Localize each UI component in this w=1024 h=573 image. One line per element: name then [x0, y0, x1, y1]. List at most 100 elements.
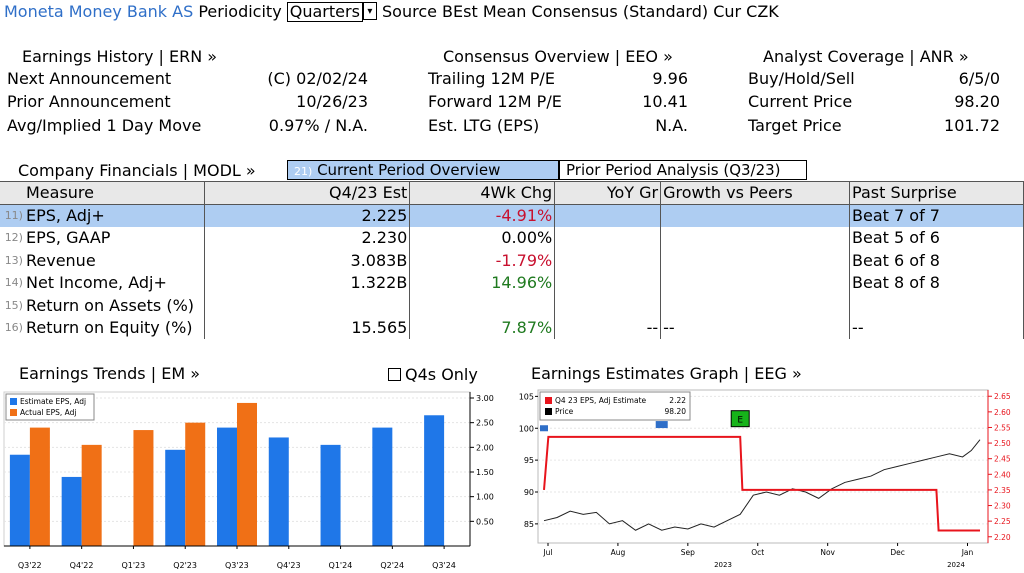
cell-est[interactable]: 3.083B [204, 249, 411, 272]
cell-est[interactable] [204, 294, 411, 317]
cell-yoy[interactable] [554, 271, 662, 294]
legend-label: Price [555, 407, 574, 416]
earnings-trends-title[interactable]: Earnings Trends | EM » [19, 364, 200, 383]
legend-swatch [545, 408, 552, 415]
bar-estimate-eps-adj [217, 427, 237, 546]
cell-chg[interactable]: 14.96% [409, 271, 556, 294]
y-tick-label: 2.00 [476, 443, 494, 452]
next-announcement-label: Next Announcement [7, 69, 172, 88]
cell-surprise[interactable]: Beat 8 of 8 [849, 271, 1024, 294]
right-tick-label: 2.60 [994, 408, 1011, 417]
right-tick-label: 2.45 [994, 455, 1011, 464]
q4s-only-label: Q4s Only [405, 365, 478, 384]
avg-move-label: Avg/Implied 1 Day Move [7, 116, 202, 135]
legend-label: Estimate EPS, Adj [20, 397, 86, 406]
cell-est[interactable]: 1.322B [204, 271, 411, 294]
legend-value: 2.22 [669, 396, 686, 405]
y-tick-label: 1.50 [476, 468, 494, 477]
cell-measure[interactable]: Revenue [23, 249, 206, 272]
consensus-overview-title[interactable]: Consensus Overview | EEO » [443, 47, 673, 66]
x-tick-label: Nov [820, 548, 835, 557]
cell-chg[interactable]: -4.91% [409, 204, 556, 227]
cell-measure[interactable]: EPS, Adj+ [23, 204, 206, 227]
cell-measure[interactable]: Return on Equity (%) [23, 316, 206, 339]
left-tick-label: 90 [524, 488, 534, 497]
chevron-down-icon[interactable]: ▾ [362, 2, 377, 20]
cell-yoy[interactable] [554, 294, 662, 317]
buy-hold-sell-value: 6/5/0 [958, 69, 1000, 88]
cell-est[interactable]: 15.565 [204, 316, 411, 339]
cell-peers[interactable] [660, 249, 851, 272]
q4s-only-toggle[interactable]: Q4s Only [388, 365, 478, 384]
table-row[interactable]: 12) EPS, GAAP 2.230 0.00% Beat 5 of 6 [0, 226, 1024, 249]
table-row[interactable]: 16) Return on Equity (%) 15.565 7.87% --… [0, 316, 1024, 339]
left-tick-label: 95 [524, 456, 534, 465]
x-tick-label: Oct [751, 548, 764, 557]
col-header-chg[interactable]: 4Wk Chg [409, 181, 556, 205]
current-price-label: Current Price [748, 92, 853, 111]
x-tick-label: Q4'23 [277, 561, 301, 570]
estimate-marker-label: E [737, 416, 743, 426]
cell-measure[interactable]: EPS, GAAP [23, 226, 206, 249]
periodicity-dropdown[interactable]: Quarters [286, 2, 363, 22]
target-price-label: Target Price [748, 116, 842, 135]
checkbox[interactable] [388, 368, 401, 381]
cell-surprise[interactable] [849, 294, 1024, 317]
bar-estimate-eps-adj [165, 449, 186, 546]
cell-est[interactable]: 2.230 [204, 226, 411, 249]
table-row[interactable]: 13) Revenue 3.083B -1.79% Beat 6 of 8 [0, 249, 1024, 272]
legend-swatch [545, 397, 552, 404]
earnings-history-title[interactable]: Earnings History | ERN » [22, 47, 218, 66]
cell-peers[interactable] [660, 226, 851, 249]
x-tick-label: Jul [542, 548, 552, 557]
cell-peers[interactable] [660, 271, 851, 294]
col-header-peers[interactable]: Growth vs Peers [660, 181, 851, 205]
table-row[interactable]: 11) EPS, Adj+ 2.225 -4.91% Beat 7 of 7 [0, 204, 1024, 227]
year-label: 2024 [947, 561, 965, 569]
col-header-yoy[interactable]: YoY Gr [554, 181, 662, 205]
trailing-pe-label: Trailing 12M P/E [428, 69, 555, 88]
earnings-trends-chart: 0.50 1.00 1.50 2.00 2.50 3.00 Q3'22 Q4'22 Q1'23 Q… [3, 391, 494, 570]
x-tick-label: Aug [611, 548, 626, 557]
right-tick-label: 2.50 [994, 439, 1011, 448]
cell-yoy[interactable] [554, 249, 662, 272]
right-tick-label: 2.25 [994, 517, 1011, 526]
cell-peers[interactable]: -- [660, 316, 851, 339]
company-financials-title[interactable]: Company Financials | MODL » [18, 161, 256, 180]
cell-yoy[interactable] [554, 226, 662, 249]
y-tick-label: 2.50 [476, 419, 494, 428]
table-row[interactable]: 15) Return on Assets (%) [0, 294, 1024, 317]
right-tick-label: 2.30 [994, 502, 1011, 511]
cell-peers[interactable] [660, 294, 851, 317]
cell-measure[interactable]: Net Income, Adj+ [23, 271, 206, 294]
legend-value: 98.20 [665, 407, 687, 416]
table-header-idx [0, 181, 24, 205]
cell-surprise[interactable]: Beat 6 of 8 [849, 249, 1024, 272]
col-header-est[interactable]: Q4/23 Est [204, 181, 411, 205]
cell-surprise[interactable]: Beat 5 of 6 [849, 226, 1024, 249]
row-index: 11) [0, 204, 24, 227]
cell-chg[interactable] [409, 294, 556, 317]
table-row[interactable]: 14) Net Income, Adj+ 1.322B 14.96% Beat … [0, 271, 1024, 294]
cell-est[interactable]: 2.225 [204, 204, 411, 227]
cell-chg[interactable]: 7.87% [409, 316, 556, 339]
x-tick-label: Dec [890, 548, 905, 557]
analyst-coverage-title[interactable]: Analyst Coverage | ANR » [763, 47, 969, 66]
cell-measure[interactable]: Return on Assets (%) [23, 294, 206, 317]
bar-actual-eps-adj [185, 422, 206, 546]
cell-yoy[interactable]: -- [554, 316, 662, 339]
cell-surprise[interactable]: -- [849, 316, 1024, 339]
legend-label: Actual EPS, Adj [20, 408, 77, 417]
col-header-measure[interactable]: Measure [23, 181, 206, 205]
tab-prior-period[interactable]: Prior Period Analysis (Q3/23) [559, 160, 807, 180]
cell-chg[interactable]: -1.79% [409, 249, 556, 272]
cell-yoy[interactable] [554, 204, 662, 227]
cell-chg[interactable]: 0.00% [409, 226, 556, 249]
cell-surprise[interactable]: Beat 7 of 7 [849, 204, 1024, 227]
cell-peers[interactable] [660, 204, 851, 227]
company-name[interactable]: Moneta Money Bank AS [4, 2, 194, 21]
col-header-surprise[interactable]: Past Surprise [849, 181, 1024, 205]
tab-current-period[interactable]: 21) Current Period Overview (Q4/23) [287, 160, 559, 199]
earnings-estimates-graph-title[interactable]: Earnings Estimates Graph | EEG » [531, 364, 802, 383]
y-tick-label: 0.50 [476, 517, 494, 526]
